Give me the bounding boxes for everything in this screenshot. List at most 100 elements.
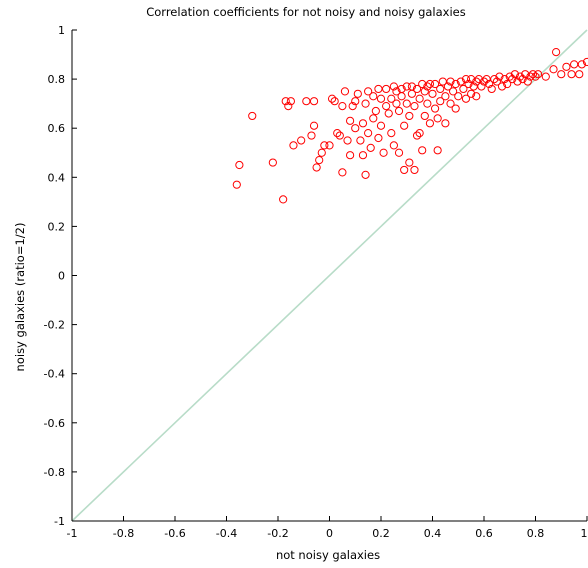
data-point: [379, 148, 388, 157]
data-point: [392, 87, 401, 96]
data-point: [400, 165, 409, 175]
data-point: [410, 165, 419, 175]
data-point: [557, 70, 566, 79]
data-point: [235, 160, 244, 170]
data-point: [346, 116, 355, 125]
data-point: [531, 72, 540, 81]
data-point: [281, 97, 290, 106]
data-point: [482, 75, 491, 84]
data-point: [441, 119, 450, 128]
data-point: [232, 180, 241, 189]
data-point: [312, 163, 321, 172]
data-point: [366, 143, 375, 152]
data-point: [479, 77, 489, 86]
data-point: [541, 72, 550, 81]
data-point: [570, 60, 579, 69]
data-point: [317, 148, 326, 157]
data-point: [364, 129, 373, 138]
y-tick-label: -0.8: [44, 466, 65, 479]
data-point: [464, 79, 473, 89]
data-point: [407, 82, 416, 91]
data-point: [333, 129, 342, 138]
data-point: [248, 111, 257, 121]
data-point: [335, 131, 344, 140]
data-point: [351, 97, 360, 106]
data-point: [562, 62, 571, 71]
data-point: [412, 131, 422, 140]
data-point: [521, 70, 530, 79]
data-point: [438, 77, 447, 86]
data-point: [575, 70, 584, 79]
data-point: [418, 79, 427, 89]
data-point: [446, 77, 455, 86]
y-axis-ticks: -1 -0.8 -0.6 -0.4 -0.2 0 0.2 0.4 0.6 0.8 1: [44, 24, 77, 528]
data-point: [443, 82, 453, 91]
data-point: [472, 77, 481, 86]
data-point: [376, 121, 386, 130]
data-point: [361, 170, 370, 179]
data-point: [389, 141, 398, 150]
data-point: [582, 57, 588, 67]
data-point: [361, 99, 370, 108]
data-point: [415, 129, 424, 138]
x-tick-label: -0.6: [164, 527, 185, 540]
data-point: [451, 104, 460, 113]
data-point: [376, 94, 386, 103]
data-point: [428, 89, 437, 98]
data-point: [268, 158, 277, 167]
data-point: [307, 131, 316, 140]
x-tick-label: 0.4: [424, 527, 442, 540]
data-point: [351, 124, 360, 133]
data-point: [338, 168, 347, 177]
data-point: [454, 92, 463, 101]
data-point: [495, 72, 504, 81]
data-point: [320, 141, 329, 150]
data-point: [567, 70, 576, 79]
data-point: [425, 119, 435, 128]
data-point: [410, 102, 419, 111]
x-axis-ticks: -1 -0.8 -0.6 -0.4 -0.2 0 0.2 0.4 0.6 0.8 1: [67, 516, 588, 540]
data-point: [552, 47, 561, 57]
y-tick-label: -0.6: [44, 417, 65, 430]
data-point: [433, 114, 442, 123]
data-point: [325, 141, 334, 150]
data-point: [338, 102, 347, 111]
data-point: [358, 119, 368, 128]
data-point: [394, 148, 404, 157]
y-tick-label: -0.2: [44, 319, 65, 332]
x-tick-label: -0.2: [267, 527, 288, 540]
data-point: [289, 141, 298, 150]
data-point: [412, 84, 422, 94]
data-point: [353, 89, 362, 98]
data-point: [420, 111, 429, 121]
chart-title: Correlation coefficients for not noisy a…: [146, 5, 466, 19]
x-tick-label: 1: [581, 527, 588, 540]
data-point: [402, 99, 411, 108]
data-point: [405, 111, 414, 121]
data-point: [430, 104, 440, 113]
data-point: [549, 65, 558, 74]
data-point: [394, 106, 404, 116]
data-point: [423, 99, 432, 108]
data-point: [528, 70, 538, 79]
data-point: [433, 146, 442, 155]
data-point: [382, 102, 391, 111]
x-tick-label: 0.6: [475, 527, 493, 540]
y-tick-label: 0.6: [48, 122, 66, 135]
data-point: [302, 97, 311, 106]
data-point: [477, 82, 486, 91]
x-axis-label: not noisy galaxies: [276, 548, 380, 562]
x-tick-label: -0.4: [216, 527, 237, 540]
x-tick-label: 0.8: [527, 527, 545, 540]
data-point: [577, 60, 586, 69]
data-point: [374, 84, 383, 94]
data-point: [513, 77, 522, 86]
data-point: [508, 75, 517, 84]
data-point: [469, 82, 478, 91]
data-point: [467, 75, 476, 84]
data-point: [382, 84, 391, 94]
data-point: [461, 75, 471, 84]
data-points: [232, 47, 588, 204]
data-point: [415, 94, 424, 103]
data-point: [518, 75, 527, 84]
